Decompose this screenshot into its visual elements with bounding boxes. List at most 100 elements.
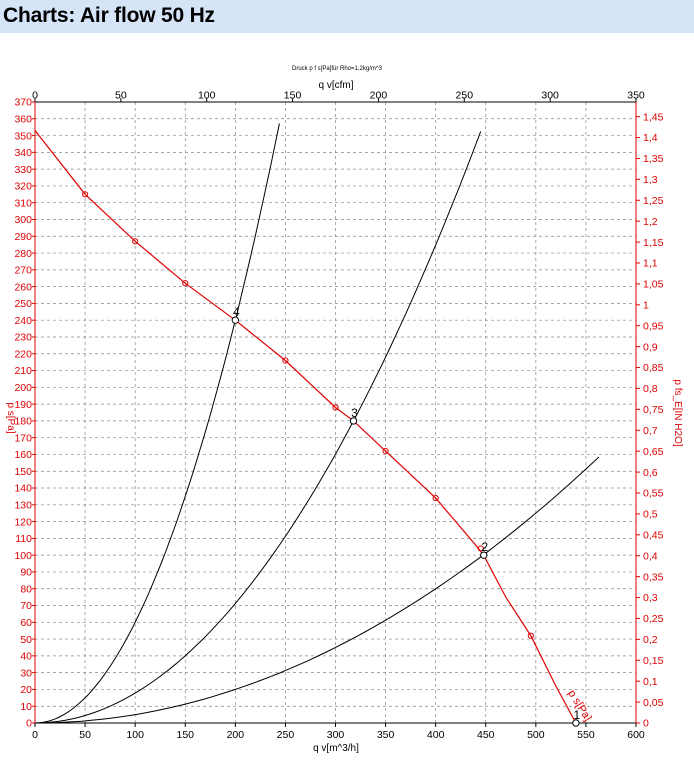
x-tick-label-top: 50: [115, 90, 127, 102]
y-tick-label-left: 140: [14, 483, 32, 495]
fan-curve-point: [332, 404, 339, 411]
y-tick-label-left: 40: [20, 651, 32, 663]
fan-curve-point: [282, 357, 289, 364]
operating-point-label: 1: [574, 708, 581, 722]
y-tick-label-right: 0,2: [643, 634, 658, 646]
fan-curve-point: [382, 448, 389, 455]
operating-point-marker: [349, 417, 358, 425]
y-tick-label-left: 30: [20, 667, 32, 679]
operating-point-marker: [231, 316, 240, 324]
x-tick-label-top: 300: [541, 90, 559, 102]
y-tick-label-left: 90: [20, 567, 32, 579]
y-tick-label-left: 0: [26, 718, 32, 730]
y-tick-label-right: 1,45: [643, 111, 664, 123]
y-tick-label-right: 1,05: [643, 279, 664, 291]
y-tick-label-left: 320: [14, 181, 32, 193]
x-tick-label-bottom: 600: [627, 729, 645, 741]
fan-curve-point: [432, 494, 439, 502]
x-tick-label-bottom: 550: [577, 729, 595, 741]
y-axis-right-label: p fs_E[IN H2O]: [672, 379, 683, 446]
operating-point-label: 2: [481, 540, 488, 554]
y-tick-label-left: 120: [14, 516, 32, 528]
y-tick-label-left: 180: [14, 416, 32, 428]
x-tick-label-top: 200: [370, 90, 388, 102]
y-tick-label-left: 70: [20, 600, 32, 612]
x-axis-top-label: q v[cfm]: [318, 80, 353, 91]
system-curve-line: [34, 123, 280, 724]
y-tick-label-right: 0,6: [643, 467, 658, 479]
y-tick-label-right: 0,35: [643, 571, 664, 583]
y-tick-label-right: 0,25: [643, 613, 664, 625]
y-tick-label-right: 0,8: [643, 383, 658, 395]
y-tick-label-right: 1,3: [643, 174, 658, 186]
y-axis-left-label: p s[Pa]: [5, 402, 16, 433]
y-tick-label-left: 370: [14, 97, 32, 109]
x-tick-label-bottom: 200: [227, 729, 245, 741]
x-tick-label-bottom: 150: [176, 729, 194, 741]
y-tick-label-left: 220: [14, 348, 32, 360]
y-tick-label-right: 0,5: [643, 509, 658, 521]
y-tick-label-left: 190: [14, 399, 32, 411]
y-tick-label-right: 0,1: [643, 676, 658, 688]
y-tick-label-left: 100: [14, 550, 32, 562]
x-tick-label-bottom: 50: [79, 729, 91, 741]
y-tick-label-right: 0,55: [643, 488, 664, 500]
y-tick-label-right: 0,75: [643, 404, 664, 416]
x-tick-label-top: 350: [627, 90, 645, 102]
y-tick-label-right: 0,85: [643, 362, 664, 374]
x-tick-label-top: 100: [198, 90, 216, 102]
y-tick-label-left: 60: [20, 617, 32, 629]
y-tick-label-left: 170: [14, 432, 32, 444]
y-tick-label-left: 330: [14, 164, 32, 176]
y-tick-label-left: 80: [20, 583, 32, 595]
x-tick-label-bottom: 350: [377, 729, 395, 741]
y-tick-label-left: 50: [20, 634, 32, 646]
y-tick-label-left: 150: [14, 466, 32, 478]
y-tick-label-left: 110: [15, 533, 32, 545]
chart-title: Druck p f s[Pa]für Rho=1,2kg/m^3: [292, 66, 383, 72]
page-title: Charts: Air flow 50 Hz: [3, 4, 215, 27]
y-tick-label-left: 160: [14, 449, 32, 461]
x-tick-label-bottom: 450: [477, 729, 495, 741]
y-tick-label-left: 250: [14, 298, 32, 310]
y-tick-label-left: 280: [14, 248, 32, 260]
y-tick-label-left: 10: [20, 701, 32, 713]
y-tick-label-left: 270: [14, 265, 32, 277]
y-tick-label-right: 1,4: [643, 132, 658, 144]
y-tick-label-left: 210: [14, 365, 32, 377]
system-curve-line: [34, 456, 600, 724]
y-tick-label-left: 20: [20, 684, 32, 696]
y-tick-label-right: 1,1: [643, 258, 658, 270]
y-tick-label-left: 340: [14, 147, 32, 159]
page-header: Charts: Air flow 50 Hz: [0, 0, 694, 33]
x-tick-label-top: 250: [456, 90, 474, 102]
x-tick-label-bottom: 500: [527, 729, 545, 741]
y-tick-label-right: 1,25: [643, 195, 664, 207]
fan-curve-line: [34, 130, 577, 724]
x-axis-bottom-label: q v[m^3/h]: [313, 743, 359, 754]
y-tick-label-right: 0,15: [643, 655, 664, 667]
y-tick-label-right: 1,15: [643, 237, 664, 249]
y-tick-label-left: 230: [14, 332, 32, 344]
y-tick-label-left: 290: [14, 231, 32, 243]
fan-curve-point: [182, 280, 189, 287]
y-tick-label-right: 0,05: [643, 697, 664, 709]
x-tick-label-bottom: 250: [277, 729, 295, 741]
y-tick-label-right: 1: [643, 300, 649, 312]
y-tick-label-right: 1,2: [643, 216, 658, 228]
y-tick-label-right: 0,7: [643, 425, 658, 437]
y-tick-label-left: 300: [14, 214, 32, 226]
x-tick-label-top: 150: [284, 90, 302, 102]
x-tick-label-bottom: 400: [427, 729, 445, 741]
fan-curve-point: [81, 191, 89, 198]
operating-point-marker: [480, 551, 488, 559]
y-tick-label-right: 0: [643, 718, 649, 730]
y-tick-label-left: 200: [14, 382, 32, 394]
y-tick-label-left: 240: [14, 315, 32, 327]
y-tick-label-right: 0,3: [643, 592, 658, 604]
operating-point-marker: [572, 719, 580, 727]
system-curve-line: [34, 131, 482, 724]
y-tick-label-right: 1,35: [643, 153, 664, 165]
x-tick-label-bottom: 300: [327, 729, 345, 741]
